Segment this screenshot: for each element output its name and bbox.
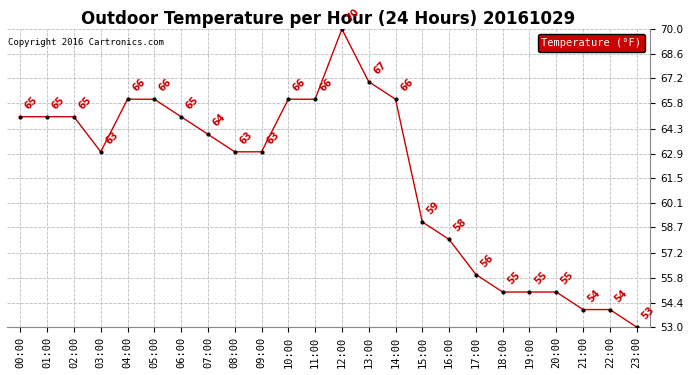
Text: 63: 63 [264, 130, 281, 146]
Text: 63: 63 [237, 130, 254, 146]
Text: 66: 66 [291, 77, 308, 94]
Text: 63: 63 [104, 130, 120, 146]
Text: 54: 54 [613, 287, 629, 304]
Text: 54: 54 [586, 287, 602, 304]
Legend: Temperature (°F): Temperature (°F) [538, 34, 645, 52]
Text: 56: 56 [479, 252, 495, 269]
Text: Copyright 2016 Cartronics.com: Copyright 2016 Cartronics.com [8, 38, 164, 47]
Text: 58: 58 [452, 217, 469, 234]
Text: 65: 65 [77, 94, 93, 111]
Text: 53: 53 [640, 305, 656, 321]
Text: 59: 59 [425, 200, 442, 216]
Text: 65: 65 [50, 94, 66, 111]
Text: 65: 65 [184, 94, 201, 111]
Text: 70: 70 [345, 7, 362, 24]
Text: 55: 55 [532, 270, 549, 286]
Text: 66: 66 [398, 77, 415, 94]
Text: 55: 55 [506, 270, 522, 286]
Text: 64: 64 [210, 112, 227, 129]
Text: 66: 66 [130, 77, 147, 94]
Text: 67: 67 [371, 60, 388, 76]
Text: 66: 66 [318, 77, 335, 94]
Text: 55: 55 [559, 270, 575, 286]
Text: 65: 65 [23, 94, 40, 111]
Title: Outdoor Temperature per Hour (24 Hours) 20161029: Outdoor Temperature per Hour (24 Hours) … [81, 9, 575, 27]
Text: 66: 66 [157, 77, 174, 94]
